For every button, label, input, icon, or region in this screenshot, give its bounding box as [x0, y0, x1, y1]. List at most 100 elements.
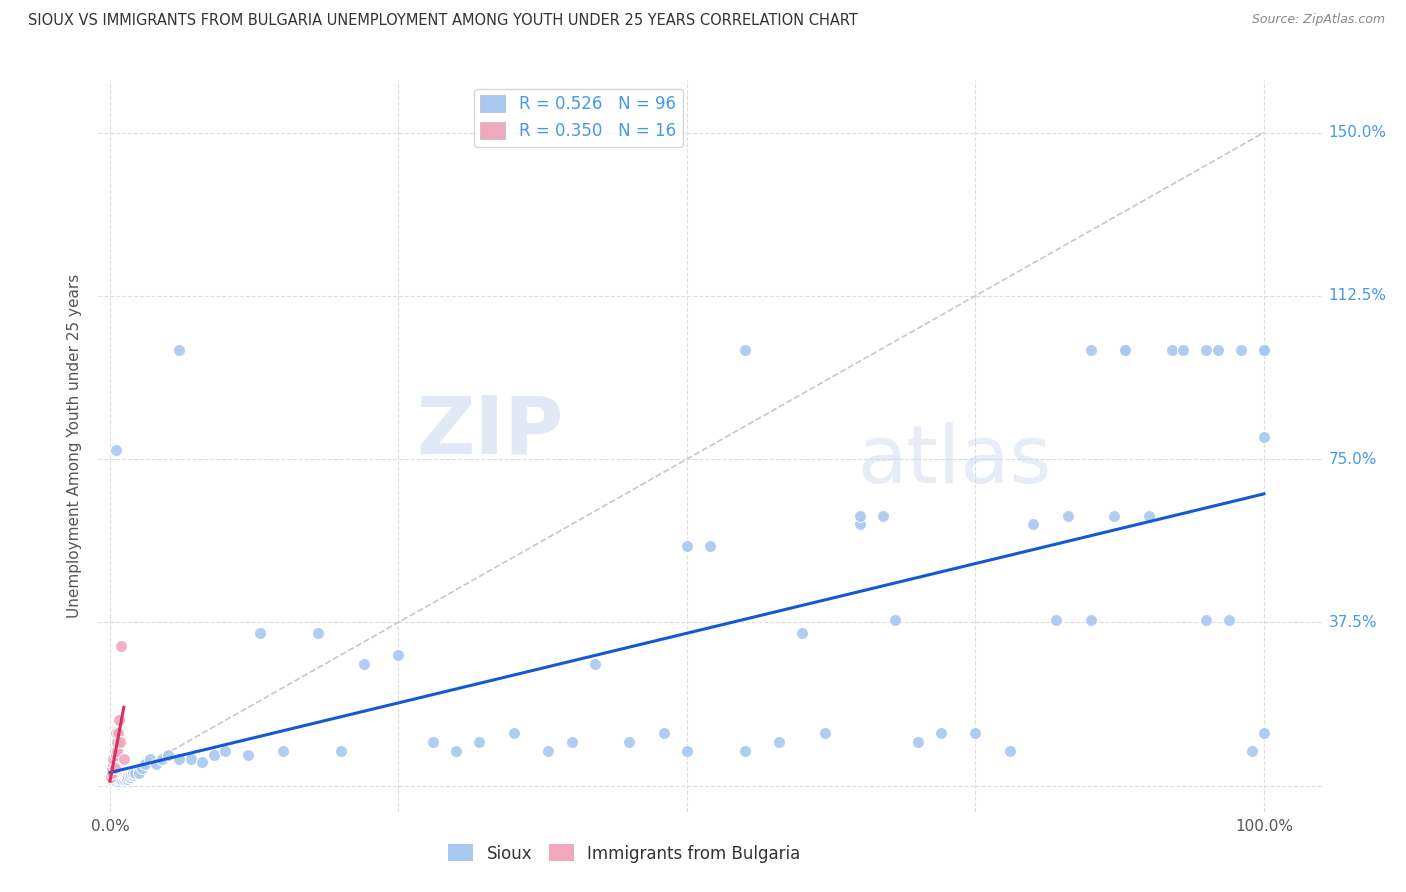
- Point: [329, 744, 352, 758]
- Text: atlas: atlas: [856, 422, 1052, 500]
- Point: [1080, 613, 1102, 627]
- Point: [387, 648, 409, 662]
- Point: [124, 765, 146, 780]
- Point: [1241, 744, 1264, 758]
- Point: [110, 735, 132, 749]
- Point: [699, 539, 721, 553]
- Point: [1253, 343, 1275, 358]
- Point: [167, 752, 190, 766]
- Text: SIOUX VS IMMIGRANTS FROM BULGARIA UNEMPLOYMENT AMONG YOUTH UNDER 25 YEARS CORREL: SIOUX VS IMMIGRANTS FROM BULGARIA UNEMPL…: [28, 13, 858, 29]
- Point: [271, 744, 294, 758]
- Point: [131, 761, 153, 775]
- Point: [444, 744, 467, 758]
- Point: [110, 640, 132, 654]
- Point: [150, 752, 173, 766]
- Point: [108, 714, 131, 728]
- Point: [103, 772, 125, 786]
- Point: [792, 626, 814, 640]
- Point: [1206, 343, 1229, 358]
- Point: [110, 770, 132, 784]
- Point: [108, 770, 131, 784]
- Point: [849, 508, 872, 523]
- Point: [191, 755, 214, 769]
- Point: [849, 517, 872, 532]
- Point: [120, 768, 142, 782]
- Point: [103, 774, 125, 789]
- Point: [249, 626, 271, 640]
- Point: [619, 735, 641, 749]
- Point: [128, 764, 150, 778]
- Point: [1114, 343, 1136, 358]
- Point: [814, 726, 837, 740]
- Point: [1114, 343, 1136, 358]
- Point: [112, 772, 135, 786]
- Point: [652, 726, 675, 740]
- Text: 150.0%: 150.0%: [1329, 125, 1386, 140]
- Point: [1230, 343, 1253, 358]
- Point: [583, 657, 606, 671]
- Point: [537, 744, 560, 758]
- Point: [1195, 613, 1218, 627]
- Point: [101, 761, 124, 775]
- Point: [883, 613, 905, 627]
- Point: [122, 765, 145, 780]
- Point: [929, 726, 952, 740]
- Point: [118, 770, 141, 784]
- Point: [238, 748, 260, 763]
- Point: [104, 726, 127, 740]
- Point: [104, 748, 127, 763]
- Point: [307, 626, 329, 640]
- Text: ZIP: ZIP: [416, 392, 564, 470]
- Point: [214, 744, 236, 758]
- Point: [139, 752, 162, 766]
- Point: [1253, 726, 1275, 740]
- Y-axis label: Unemployment Among Youth under 25 years: Unemployment Among Youth under 25 years: [67, 274, 83, 618]
- Point: [676, 744, 699, 758]
- Point: [734, 343, 756, 358]
- Point: [105, 744, 128, 758]
- Point: [1173, 343, 1195, 358]
- Point: [180, 752, 202, 766]
- Point: [103, 774, 125, 789]
- Point: [108, 772, 131, 786]
- Text: Source: ZipAtlas.com: Source: ZipAtlas.com: [1251, 13, 1385, 27]
- Point: [156, 748, 179, 763]
- Point: [167, 343, 190, 358]
- Point: [907, 735, 929, 749]
- Point: [872, 508, 894, 523]
- Point: [1137, 508, 1160, 523]
- Point: [110, 772, 132, 786]
- Point: [111, 770, 134, 784]
- Text: 112.5%: 112.5%: [1329, 288, 1386, 303]
- Point: [104, 443, 127, 458]
- Point: [100, 770, 122, 784]
- Point: [114, 770, 136, 784]
- Point: [128, 765, 150, 780]
- Point: [1160, 343, 1182, 358]
- Point: [676, 539, 699, 553]
- Point: [107, 726, 129, 740]
- Point: [103, 756, 125, 771]
- Point: [117, 770, 139, 784]
- Point: [561, 735, 583, 749]
- Point: [1253, 343, 1275, 358]
- Point: [107, 772, 129, 786]
- Point: [734, 744, 756, 758]
- Point: [117, 772, 139, 786]
- Point: [101, 772, 124, 786]
- Text: 75.0%: 75.0%: [1329, 451, 1376, 467]
- Point: [105, 772, 128, 786]
- Point: [115, 770, 138, 784]
- Point: [105, 735, 128, 749]
- Point: [104, 774, 127, 789]
- Point: [103, 770, 125, 784]
- Point: [1218, 613, 1240, 627]
- Point: [422, 735, 444, 749]
- Point: [110, 772, 132, 786]
- Point: [353, 657, 375, 671]
- Point: [101, 765, 124, 780]
- Point: [1022, 517, 1045, 532]
- Point: [112, 752, 135, 766]
- Legend: Sioux, Immigrants from Bulgaria: Sioux, Immigrants from Bulgaria: [441, 838, 807, 869]
- Point: [107, 774, 129, 789]
